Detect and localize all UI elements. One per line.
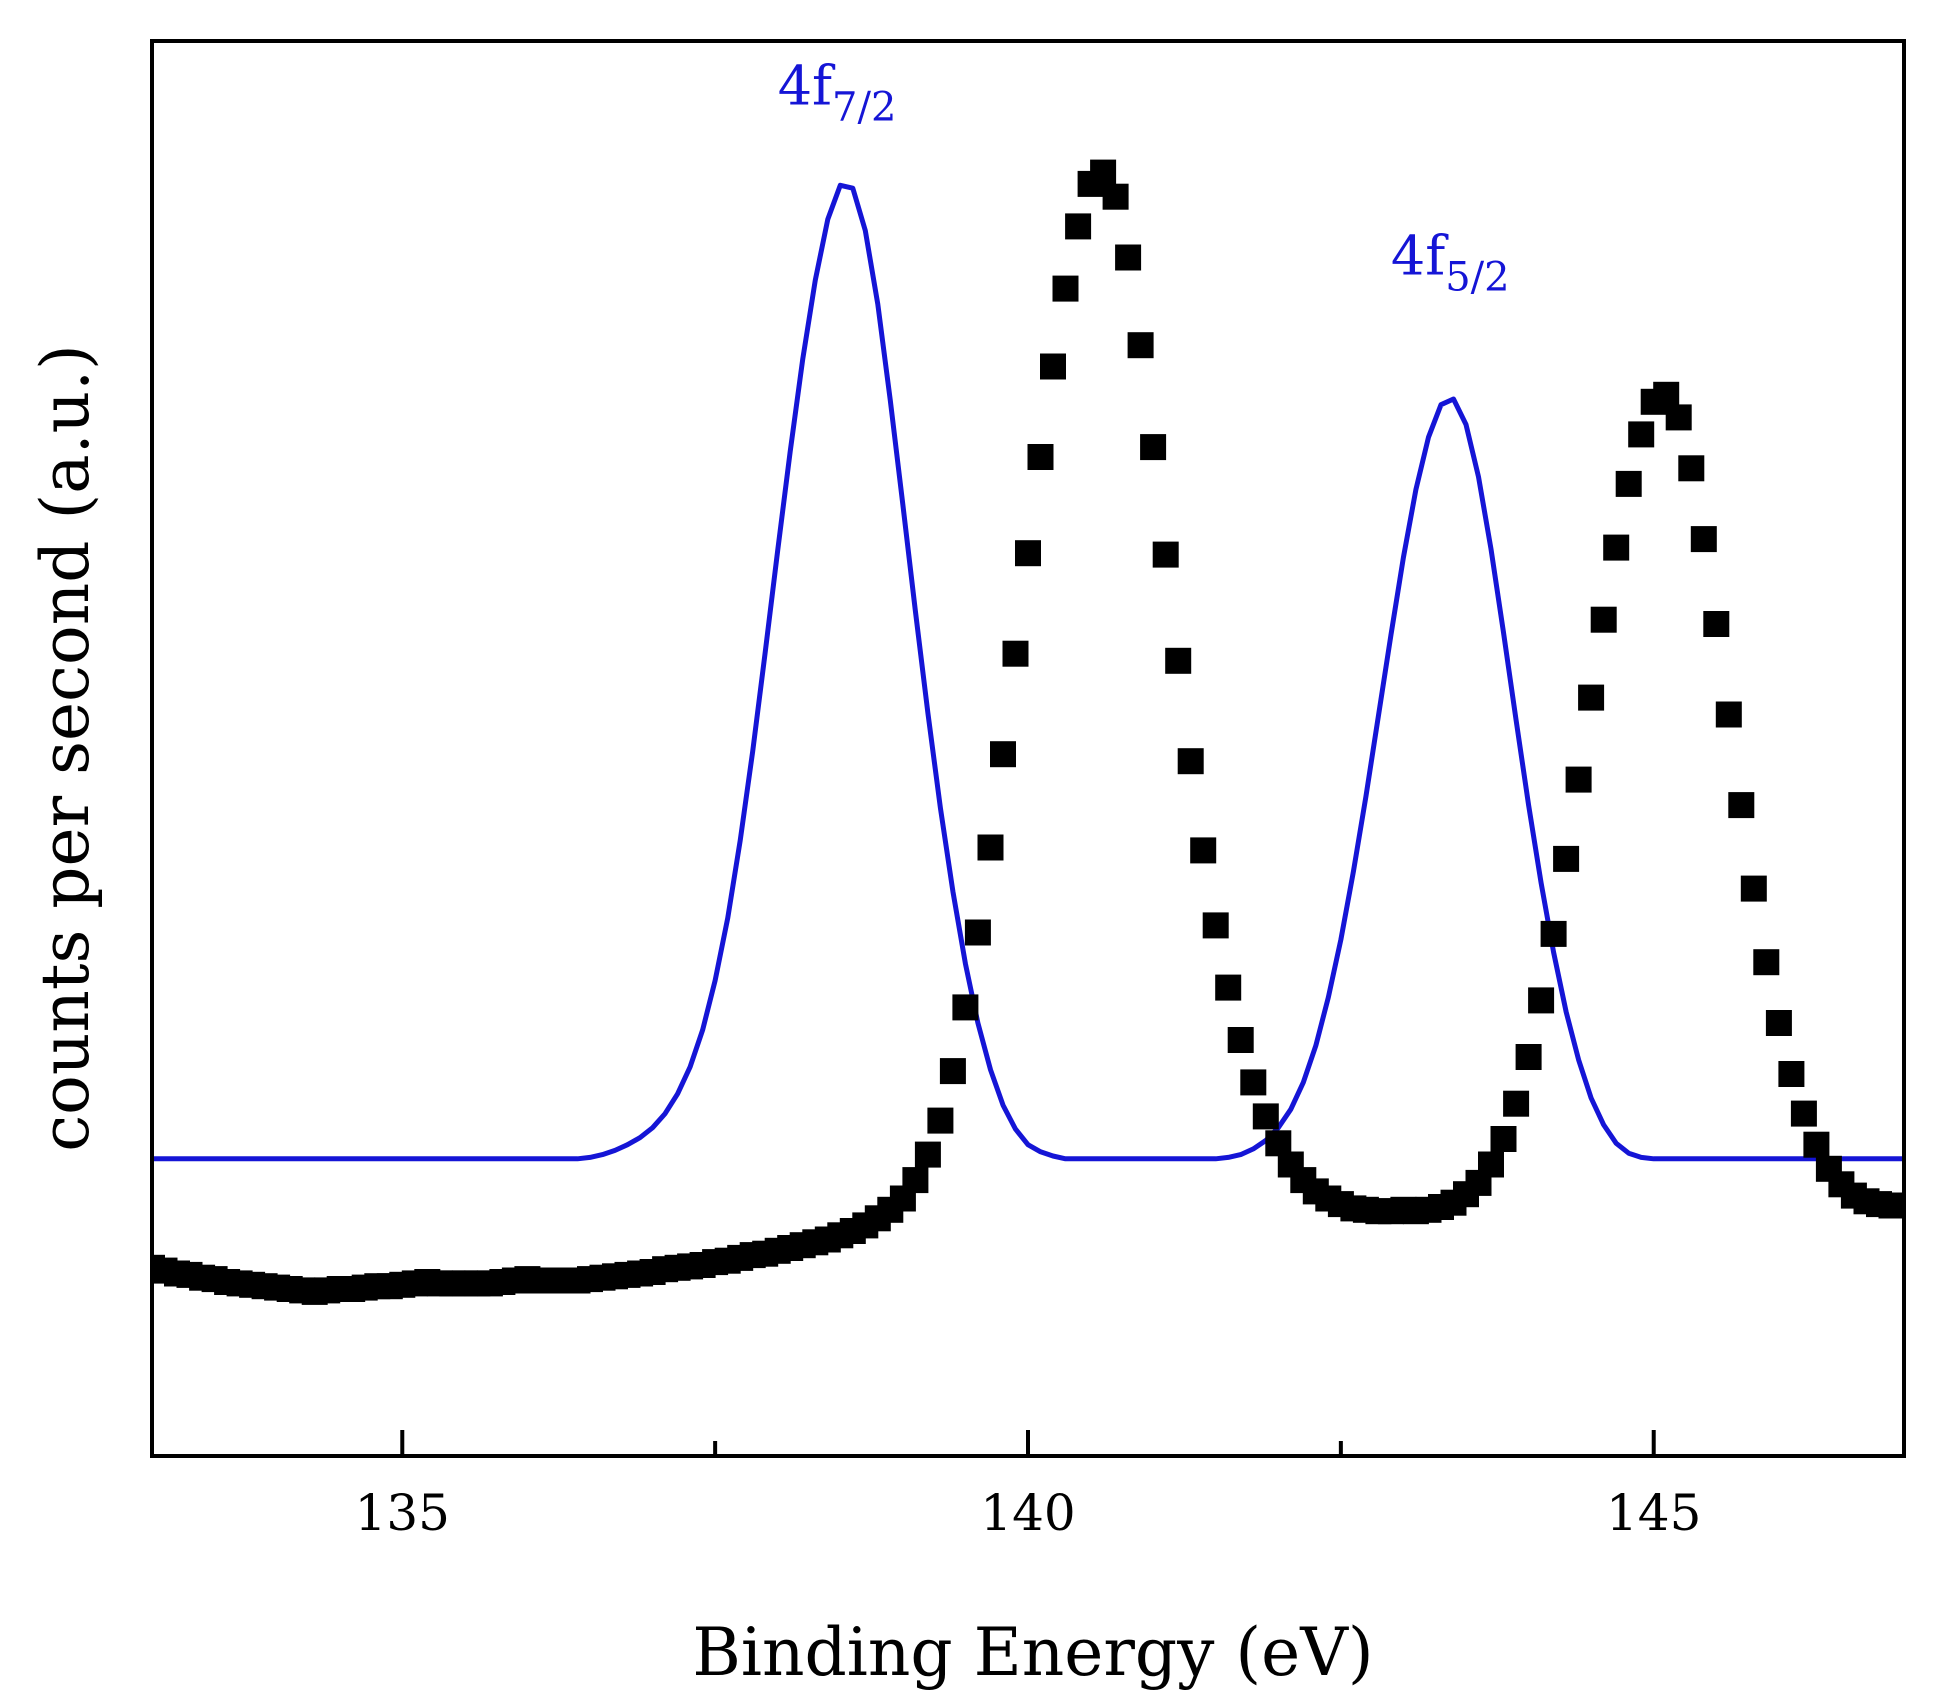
data-point-79 xyxy=(1127,332,1154,359)
data-point-85 xyxy=(1202,912,1229,939)
data-point-78 xyxy=(1115,244,1142,271)
annotation-peak_7_2: 4f7/2 xyxy=(778,55,897,131)
fit-layer xyxy=(151,182,1905,1162)
data-point-140 xyxy=(1891,1192,1904,1219)
data-point-114 xyxy=(1565,766,1592,793)
annotation-peak_7_2-subscript: 7/2 xyxy=(832,85,896,131)
data-point-66 xyxy=(964,919,991,946)
data-point-118 xyxy=(1615,470,1642,497)
data-point-131 xyxy=(1778,1061,1805,1087)
data-point-130 xyxy=(1765,1010,1792,1036)
data-point-121 xyxy=(1653,381,1680,408)
data-point-73 xyxy=(1052,275,1079,302)
annotation-peak_7_2-main: 4f xyxy=(778,55,836,118)
data-point-76 xyxy=(1090,159,1117,186)
data-point-123 xyxy=(1678,455,1705,482)
y-axis-label: counts per second (a.u.) xyxy=(27,344,104,1152)
data-point-70 xyxy=(1015,540,1041,567)
marker-layer xyxy=(152,159,1904,1305)
annotation-peak_5_2-subscript: 5/2 xyxy=(1445,255,1509,301)
data-point-109 xyxy=(1503,1090,1530,1117)
data-point-62 xyxy=(914,1141,941,1168)
data-point-88 xyxy=(1240,1069,1267,1096)
data-point-113 xyxy=(1553,845,1580,872)
data-point-71 xyxy=(1027,444,1054,470)
data-point-112 xyxy=(1540,920,1567,947)
fit-line xyxy=(151,182,1905,1162)
data-point-124 xyxy=(1690,526,1717,553)
data-point-64 xyxy=(939,1058,966,1085)
data-point-72 xyxy=(1040,353,1066,380)
data-point-61 xyxy=(902,1167,929,1194)
data-point-65 xyxy=(952,994,979,1021)
data-point-68 xyxy=(990,741,1016,768)
data-point-77 xyxy=(1102,183,1129,210)
tick-label-layer: 135 140 145 xyxy=(355,1484,1702,1542)
data-point-115 xyxy=(1578,684,1605,711)
data-point-108 xyxy=(1490,1126,1517,1152)
data-point-67 xyxy=(977,834,1004,861)
data-point-87 xyxy=(1227,1027,1254,1053)
data-point-86 xyxy=(1215,974,1242,1001)
x-tick-label-0: 135 xyxy=(355,1484,450,1542)
data-point-119 xyxy=(1628,421,1655,448)
data-point-63 xyxy=(927,1107,954,1134)
tick-layer xyxy=(400,1430,1656,1456)
data-point-122 xyxy=(1665,404,1692,431)
data-point-128 xyxy=(1740,875,1767,902)
data-point-117 xyxy=(1603,534,1630,561)
data-point-82 xyxy=(1165,647,1192,674)
data-point-74 xyxy=(1065,213,1092,240)
data-point-127 xyxy=(1728,792,1755,819)
data-point-80 xyxy=(1140,434,1167,461)
annotation-peak_5_2: 4f5/2 xyxy=(1391,225,1510,301)
x-axis-label: Binding Energy (eV) xyxy=(692,1614,1373,1691)
data-point-69 xyxy=(1002,640,1029,667)
data-point-125 xyxy=(1703,611,1730,637)
data-point-84 xyxy=(1190,837,1217,864)
data-point-116 xyxy=(1590,606,1617,633)
data-point-81 xyxy=(1152,541,1179,568)
data-point-111 xyxy=(1528,987,1555,1014)
data-point-89 xyxy=(1252,1103,1279,1130)
data-point-110 xyxy=(1515,1044,1542,1070)
x-tick-label-2: 145 xyxy=(1606,1484,1701,1542)
data-point-126 xyxy=(1715,701,1742,728)
annotation-peak_5_2-main: 4f xyxy=(1391,225,1449,288)
data-point-132 xyxy=(1790,1100,1817,1127)
data-point-83 xyxy=(1177,748,1204,775)
data-point-133 xyxy=(1803,1131,1830,1158)
x-tick-label-1: 140 xyxy=(980,1484,1075,1542)
data-point-107 xyxy=(1478,1151,1504,1178)
data-point-129 xyxy=(1753,949,1780,976)
